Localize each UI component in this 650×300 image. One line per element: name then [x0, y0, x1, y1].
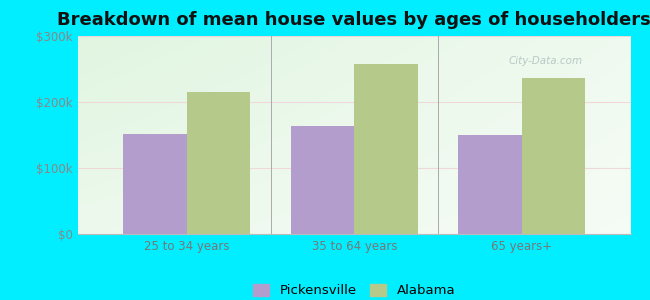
- Title: Breakdown of mean house values by ages of householders: Breakdown of mean house values by ages o…: [57, 11, 650, 29]
- Bar: [354, 64, 418, 234]
- Bar: [522, 78, 585, 234]
- Bar: [187, 92, 250, 234]
- Bar: [124, 134, 187, 234]
- Legend: Pickensville, Alabama: Pickensville, Alabama: [248, 279, 460, 300]
- Text: City-Data.com: City-Data.com: [509, 56, 583, 66]
- Bar: [458, 135, 522, 234]
- Bar: [291, 126, 354, 234]
